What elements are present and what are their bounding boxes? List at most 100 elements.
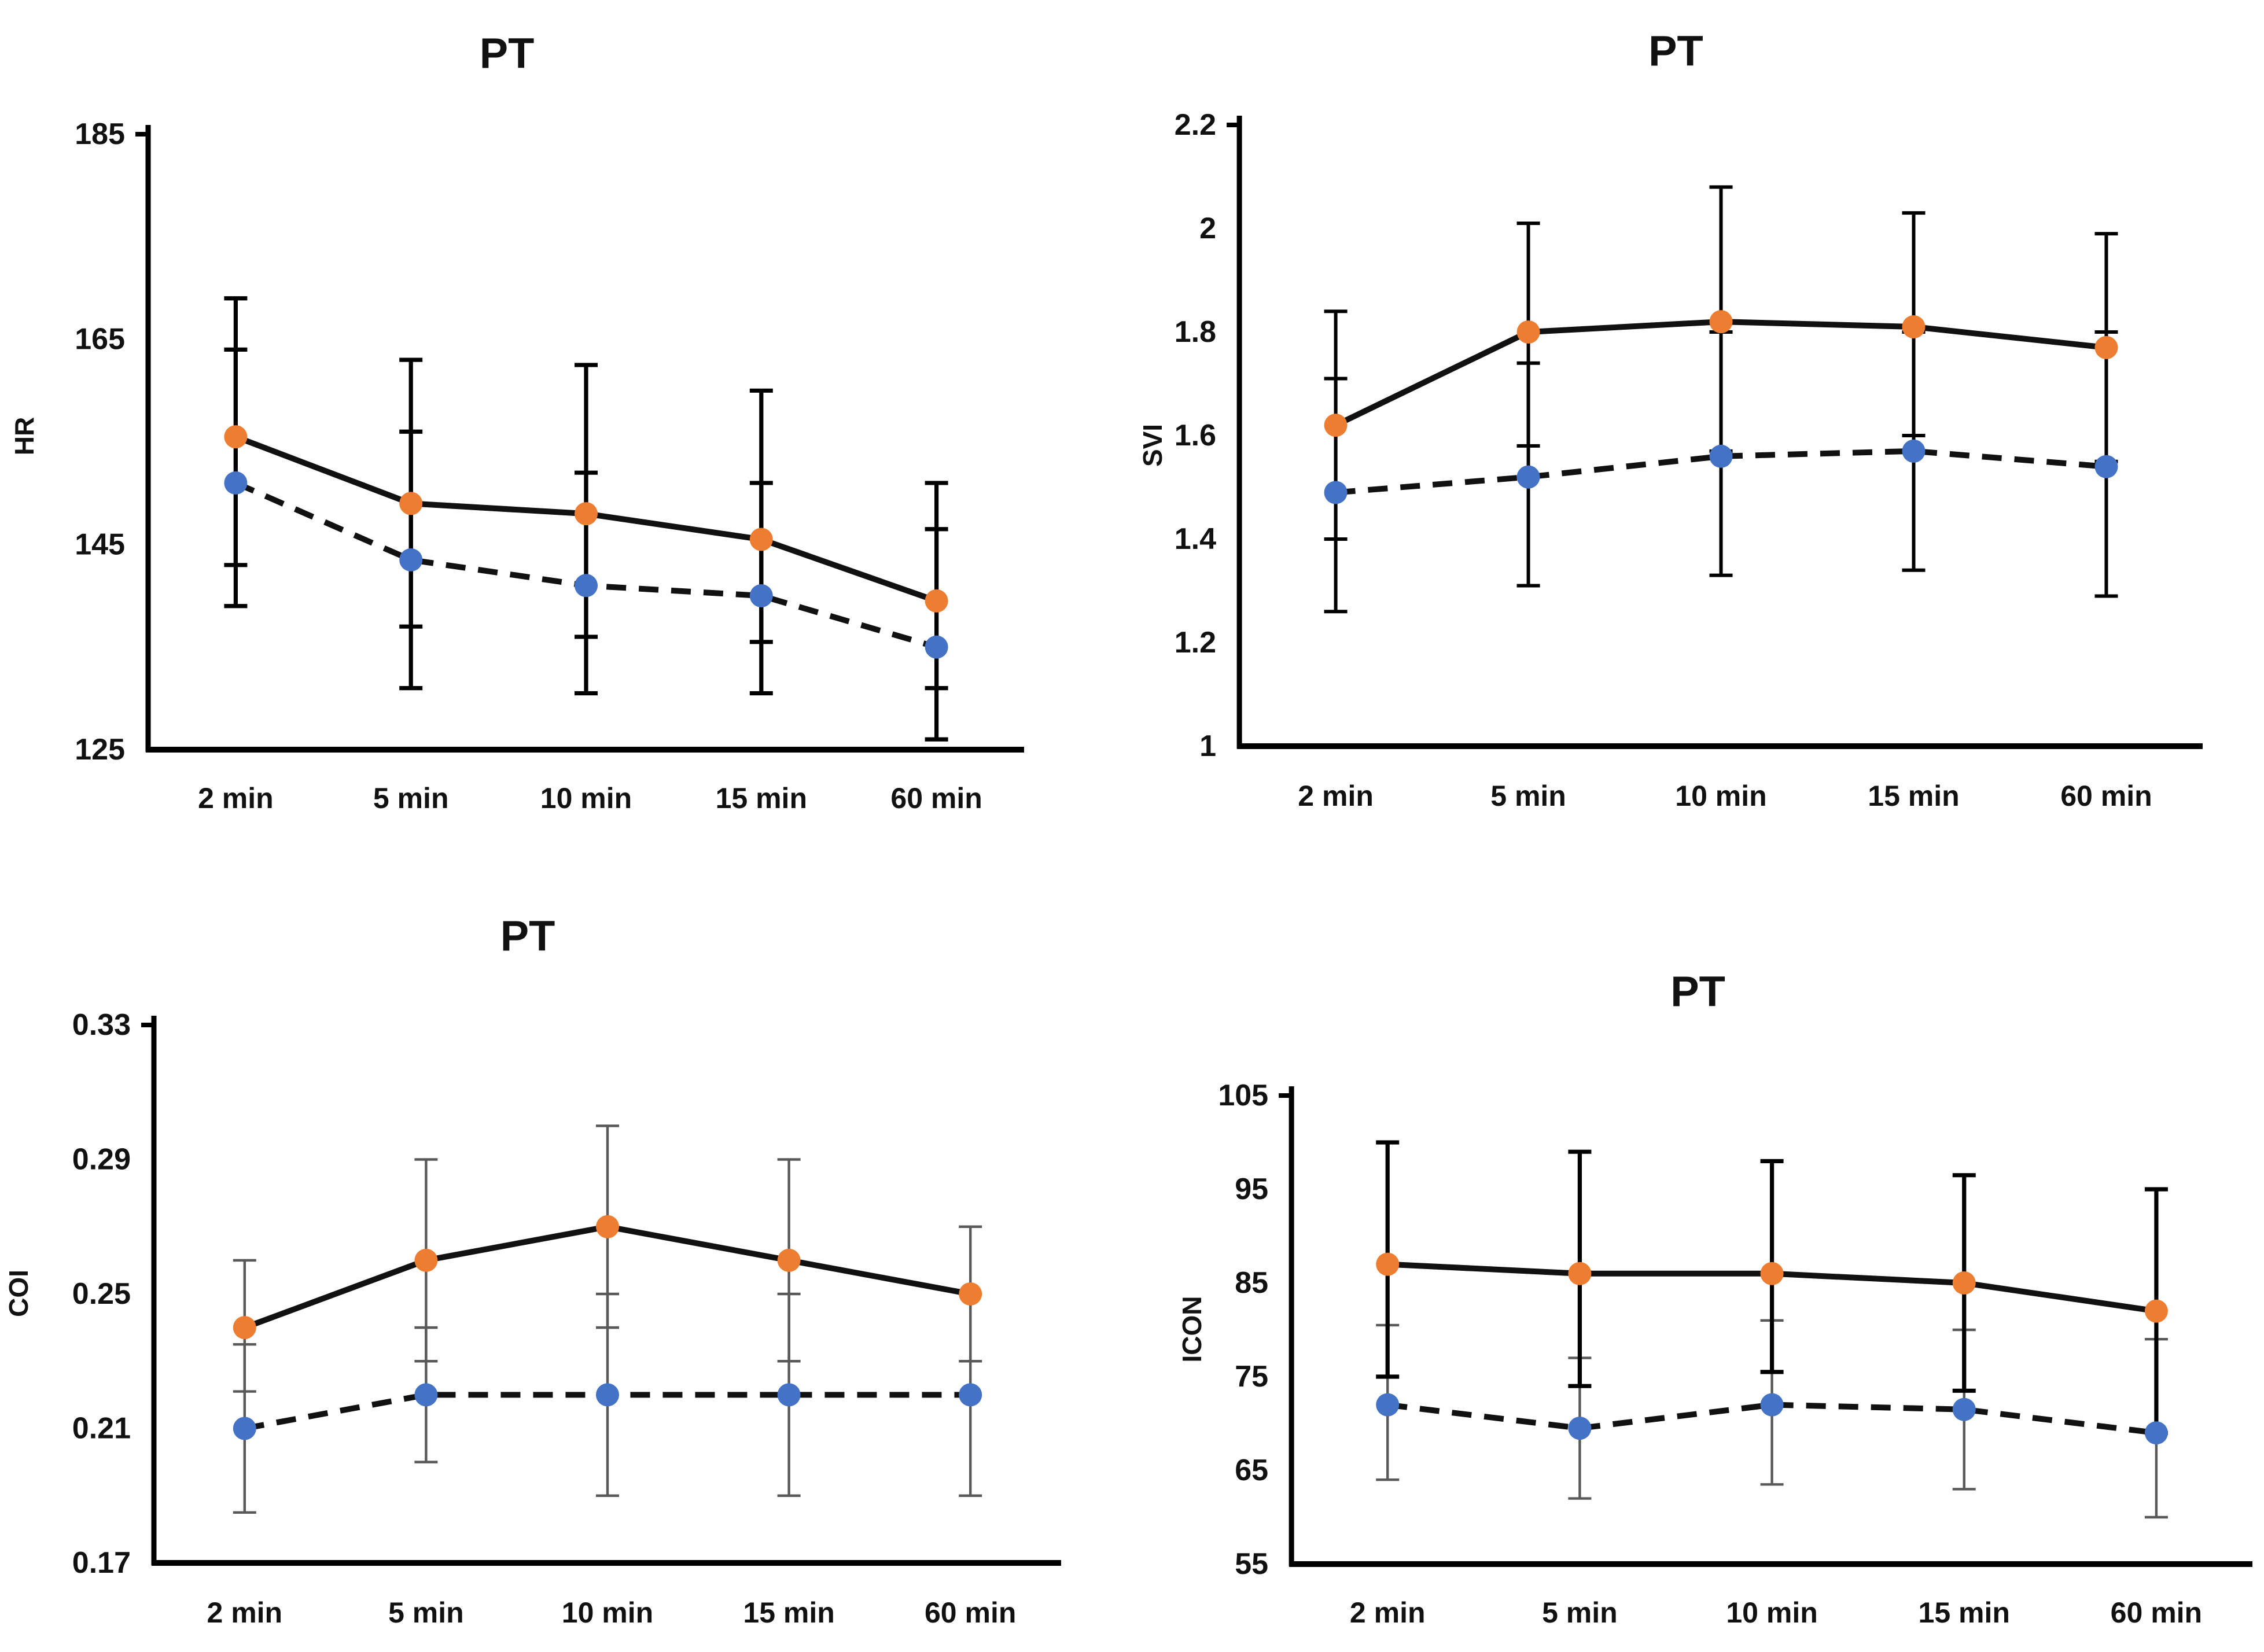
x-tick-label: 2 min bbox=[207, 1596, 283, 1629]
error-bars-orange-solid bbox=[224, 296, 948, 691]
chart-coi: PT COI 0.33 0.29 0.25 0.21 0.17 2 min 5 min 10 mi… bbox=[0, 826, 1132, 1652]
data-point-marker bbox=[414, 1248, 438, 1272]
y-tick-label: 0.21 bbox=[72, 1412, 131, 1446]
data-point-marker bbox=[749, 528, 773, 551]
y-tick-label: 1.6 bbox=[1175, 419, 1216, 452]
x-tick-label: 5 min bbox=[373, 782, 449, 814]
data-point-marker bbox=[1760, 1393, 1784, 1417]
y-tick-label: 145 bbox=[75, 528, 125, 561]
data-point-marker bbox=[596, 1383, 619, 1407]
y-tick-label: 1 bbox=[1199, 729, 1216, 763]
chart-title: PT bbox=[1648, 27, 1703, 75]
y-tick-label: 0.17 bbox=[72, 1546, 131, 1580]
x-tick-label: 10 min bbox=[540, 782, 632, 814]
data-point-marker bbox=[575, 574, 598, 598]
chart-title: PT bbox=[1670, 968, 1725, 1016]
data-point-marker bbox=[2094, 335, 2118, 359]
chart-title: PT bbox=[480, 30, 535, 78]
y-tick-label: 0.33 bbox=[72, 1008, 131, 1042]
chart-coi-plot: PT COI 0.33 0.29 0.25 0.21 0.17 2 min 5 min 10 mi… bbox=[3, 912, 1061, 1629]
data-point-marker bbox=[959, 1282, 982, 1306]
data-point-marker bbox=[1324, 414, 1348, 437]
y-tick-label: 2 bbox=[1199, 212, 1216, 245]
data-point-marker bbox=[1952, 1397, 1976, 1421]
x-tick-label: 15 min bbox=[716, 782, 807, 814]
x-tick-label: 10 min bbox=[562, 1596, 653, 1629]
markers-blue-dashed bbox=[224, 471, 948, 659]
y-tick-label: 95 bbox=[1235, 1172, 1268, 1206]
y-tick-label: 2.2 bbox=[1175, 108, 1216, 142]
data-point-marker bbox=[575, 502, 598, 526]
y-tick-label: 105 bbox=[1218, 1079, 1268, 1112]
y-tick-label: 1.4 bbox=[1175, 522, 1216, 556]
x-tick-label: 60 min bbox=[890, 782, 982, 814]
data-point-marker bbox=[399, 548, 423, 571]
data-point-marker bbox=[1709, 310, 1733, 334]
data-point-marker bbox=[1516, 465, 1540, 489]
x-tick-label: 5 min bbox=[1542, 1596, 1618, 1629]
x-tick-label: 5 min bbox=[388, 1596, 464, 1629]
chart-svi-plot: PT SVI 2.2 2 1.8 1.6 1.4 1.2 1 2 min 5 min 10 min 15… bbox=[1137, 27, 2203, 812]
y-axis-title: ICON bbox=[1177, 1296, 1207, 1363]
x-tick-label: 60 min bbox=[2111, 1596, 2202, 1629]
data-point-marker bbox=[1324, 481, 1348, 504]
y-tick-label: 1.8 bbox=[1175, 315, 1216, 349]
data-point-marker bbox=[1709, 444, 1733, 468]
markers-orange-solid bbox=[233, 1215, 982, 1340]
data-point-marker bbox=[925, 589, 948, 613]
data-point-marker bbox=[777, 1248, 801, 1272]
markers-blue-dashed bbox=[1324, 439, 2118, 504]
chart-hr: PT HR 185 165 145 125 2 min 5 min 10 min 15 min 60… bbox=[0, 0, 1132, 826]
data-point-marker bbox=[1516, 320, 1540, 344]
data-point-marker bbox=[1760, 1262, 1784, 1285]
y-axis-title: SVI bbox=[1137, 424, 1168, 467]
markers-orange-solid bbox=[1324, 310, 2118, 437]
chart-icon-plot: PT ICON 105 95 85 75 65 55 2 min 5 min 10 min 15 mi… bbox=[1177, 968, 2252, 1629]
y-tick-label: 55 bbox=[1235, 1547, 1268, 1581]
markers-blue-dashed bbox=[1376, 1393, 2168, 1445]
data-point-marker bbox=[224, 471, 248, 495]
data-point-marker bbox=[1952, 1271, 1976, 1295]
y-tick-label: 65 bbox=[1235, 1454, 1268, 1487]
data-point-marker bbox=[233, 1417, 256, 1440]
chart-svi: PT SVI 2.2 2 1.8 1.6 1.4 1.2 1 2 min 5 min 10 min 15… bbox=[1132, 0, 2264, 826]
y-tick-label: 0.29 bbox=[72, 1143, 131, 1177]
y-tick-label: 1.2 bbox=[1175, 626, 1216, 659]
x-tick-label: 60 min bbox=[925, 1596, 1016, 1629]
data-point-marker bbox=[925, 635, 948, 659]
x-tick-label: 10 min bbox=[1675, 780, 1766, 812]
data-point-marker bbox=[414, 1383, 438, 1407]
data-point-marker bbox=[399, 492, 423, 515]
y-axis-title: COI bbox=[3, 1270, 34, 1317]
y-tick-label: 85 bbox=[1235, 1266, 1268, 1300]
data-point-marker bbox=[1376, 1252, 1400, 1276]
x-tick-label: 10 min bbox=[1726, 1596, 1817, 1629]
x-tick-label: 15 min bbox=[1868, 780, 1959, 812]
data-point-marker bbox=[2144, 1421, 2168, 1445]
chart-title: PT bbox=[500, 912, 555, 960]
data-point-marker bbox=[2144, 1299, 2168, 1323]
y-axis-title: HR bbox=[9, 417, 39, 455]
x-tick-label: 15 min bbox=[1919, 1596, 2010, 1629]
y-tick-label: 185 bbox=[75, 117, 125, 151]
y-tick-label: 0.25 bbox=[72, 1277, 131, 1311]
data-point-marker bbox=[1568, 1262, 1592, 1285]
markers-blue-dashed bbox=[233, 1383, 982, 1440]
y-tick-label: 125 bbox=[75, 733, 125, 766]
x-tick-label: 2 min bbox=[198, 782, 274, 814]
data-point-marker bbox=[596, 1215, 619, 1238]
data-point-marker bbox=[1568, 1417, 1592, 1440]
y-tick-label: 165 bbox=[75, 323, 125, 356]
data-point-marker bbox=[1376, 1393, 1400, 1417]
chart-icon: PT ICON 105 95 85 75 65 55 2 min 5 min 10 min 15 mi… bbox=[1132, 826, 2264, 1652]
data-point-marker bbox=[777, 1383, 801, 1407]
x-tick-label: 5 min bbox=[1490, 780, 1566, 812]
data-point-marker bbox=[233, 1316, 256, 1340]
data-point-marker bbox=[224, 425, 248, 449]
x-tick-label: 15 min bbox=[743, 1596, 834, 1629]
x-tick-label: 2 min bbox=[1350, 1596, 1426, 1629]
data-point-marker bbox=[1902, 439, 1926, 463]
data-point-marker bbox=[749, 584, 773, 607]
